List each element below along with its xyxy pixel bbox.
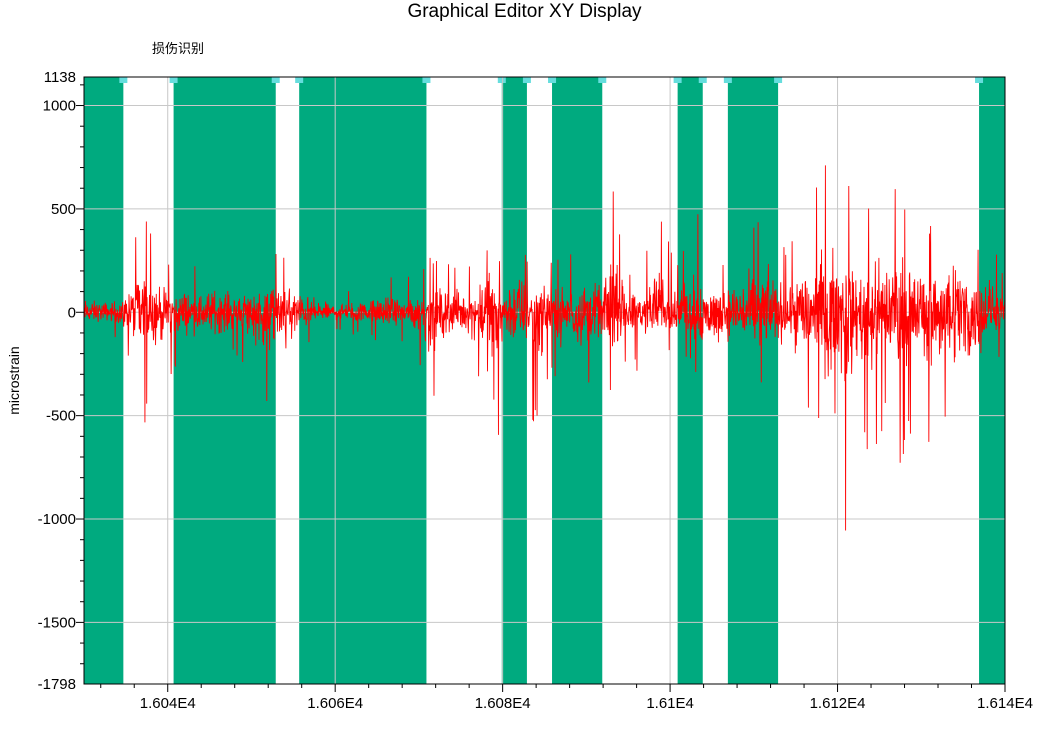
highlight-region-2 (299, 77, 427, 684)
x-tick-label: 1.606E4 (307, 695, 363, 712)
chart-subtitle: 损伤识别 (152, 42, 205, 57)
region-marker (774, 77, 783, 83)
y-axis-label: microstrain (6, 346, 22, 414)
region-marker (422, 77, 431, 83)
region-marker (723, 77, 732, 83)
region-marker (673, 77, 682, 83)
y-tick-label: 0 (68, 304, 76, 321)
y-tick-label: 1138 (44, 69, 76, 86)
region-marker (295, 77, 304, 83)
region-marker (497, 77, 506, 83)
x-tick-label: 1.612E4 (810, 695, 866, 712)
chart-title: Graphical Editor XY Display (407, 1, 642, 22)
region-marker (522, 77, 531, 83)
y-axis: 1138 1000 500 0 -500 -1000 -1500 -1798 (38, 69, 84, 693)
x-axis: 1.604E4 1.606E4 1.608E4 1.61E4 1.612E4 1.614E… (100, 684, 1033, 712)
region-marker (271, 77, 280, 83)
region-marker (975, 77, 984, 83)
x-tick-label: 1.614E4 (977, 695, 1033, 712)
highlight-region-4 (552, 77, 603, 684)
highlight-region-1 (173, 77, 276, 684)
y-tick-label: -1798 (38, 676, 76, 693)
region-marker (169, 77, 178, 83)
highlight-region-3 (501, 77, 527, 684)
region-marker (698, 77, 707, 83)
y-tick-label: -500 (46, 408, 76, 425)
x-tick-label: 1.61E4 (646, 695, 694, 712)
y-tick-label: -1500 (38, 614, 76, 631)
highlight-region-0 (84, 77, 124, 684)
highlight-region-6 (727, 77, 779, 684)
x-tick-label: 1.604E4 (140, 695, 196, 712)
plot-frame (83, 76, 1006, 685)
y-tick-label: -1000 (38, 511, 76, 528)
region-marker (598, 77, 607, 83)
signal-layer (83, 165, 1006, 531)
x-tick-label: 1.608E4 (475, 695, 531, 712)
y-tick-label: 500 (51, 201, 76, 218)
highlight-regions (84, 77, 1005, 684)
highlight-region-5 (677, 77, 703, 684)
signal-line (83, 165, 1006, 531)
y-tick-label: 1000 (43, 98, 76, 115)
highlight-region-7 (979, 77, 1005, 684)
region-marker (548, 77, 557, 83)
region-marker (119, 77, 128, 83)
